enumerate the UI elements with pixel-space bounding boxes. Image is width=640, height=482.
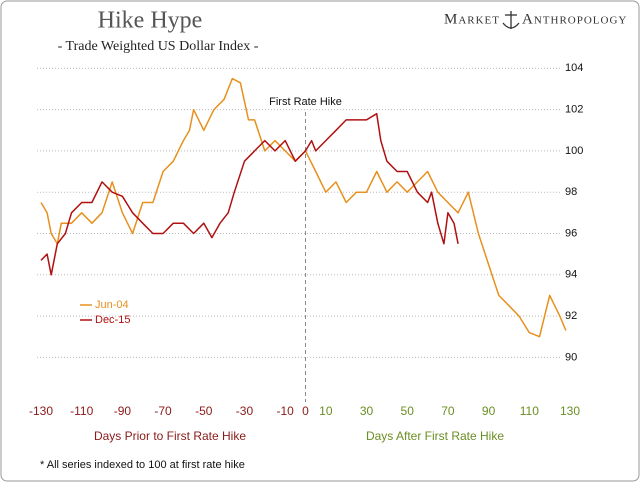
y-tick-label: 94 <box>565 269 577 281</box>
x-tick-label: -10 <box>276 404 294 418</box>
x-tick-label: -70 <box>154 404 172 418</box>
x-axis-label: Days After First Rate Hike <box>366 429 504 443</box>
y-tick-label: 96 <box>565 227 577 239</box>
x-tick-label: -110 <box>70 404 93 418</box>
series-line <box>40 77 567 338</box>
y-tick-label: 98 <box>565 186 577 198</box>
series-line <box>40 112 459 276</box>
x-tick-label: 0 <box>302 404 309 418</box>
y-tick-label: 92 <box>565 310 577 322</box>
x-tick-label: 10 <box>319 404 333 418</box>
y-tick-label: 100 <box>565 145 583 157</box>
x-tick-label: 70 <box>441 404 455 418</box>
logo-text: Market <box>444 11 500 27</box>
footnote: * All series indexed to 100 at first rat… <box>40 459 245 471</box>
chart-title: Hike Hype <box>98 8 203 34</box>
logo-text: Anthropology <box>522 11 627 27</box>
chart-subtitle: - Trade Weighted US Dollar Index - <box>58 39 259 54</box>
legend-label: Jun-04 <box>95 299 129 311</box>
x-axis-label: Days Prior to First Rate Hike <box>94 429 246 443</box>
x-tick-label: -50 <box>195 404 213 418</box>
logo-icon <box>502 11 520 29</box>
x-tick-label: -130 <box>29 404 53 418</box>
y-tick-label: 104 <box>565 62 583 74</box>
annotation: First Rate Hike <box>269 96 342 108</box>
y-tick-label: 102 <box>565 104 583 116</box>
x-tick-label: 130 <box>560 404 580 418</box>
y-tick-label: 90 <box>565 351 577 363</box>
legend-label: Dec-15 <box>95 314 130 326</box>
x-tick-label: -30 <box>236 404 254 418</box>
x-tick-label: 90 <box>482 404 496 418</box>
x-tick-label: 30 <box>360 404 374 418</box>
x-tick-label: 50 <box>401 404 415 418</box>
x-tick-label: -90 <box>114 404 132 418</box>
x-tick-label: 110 <box>520 404 539 418</box>
